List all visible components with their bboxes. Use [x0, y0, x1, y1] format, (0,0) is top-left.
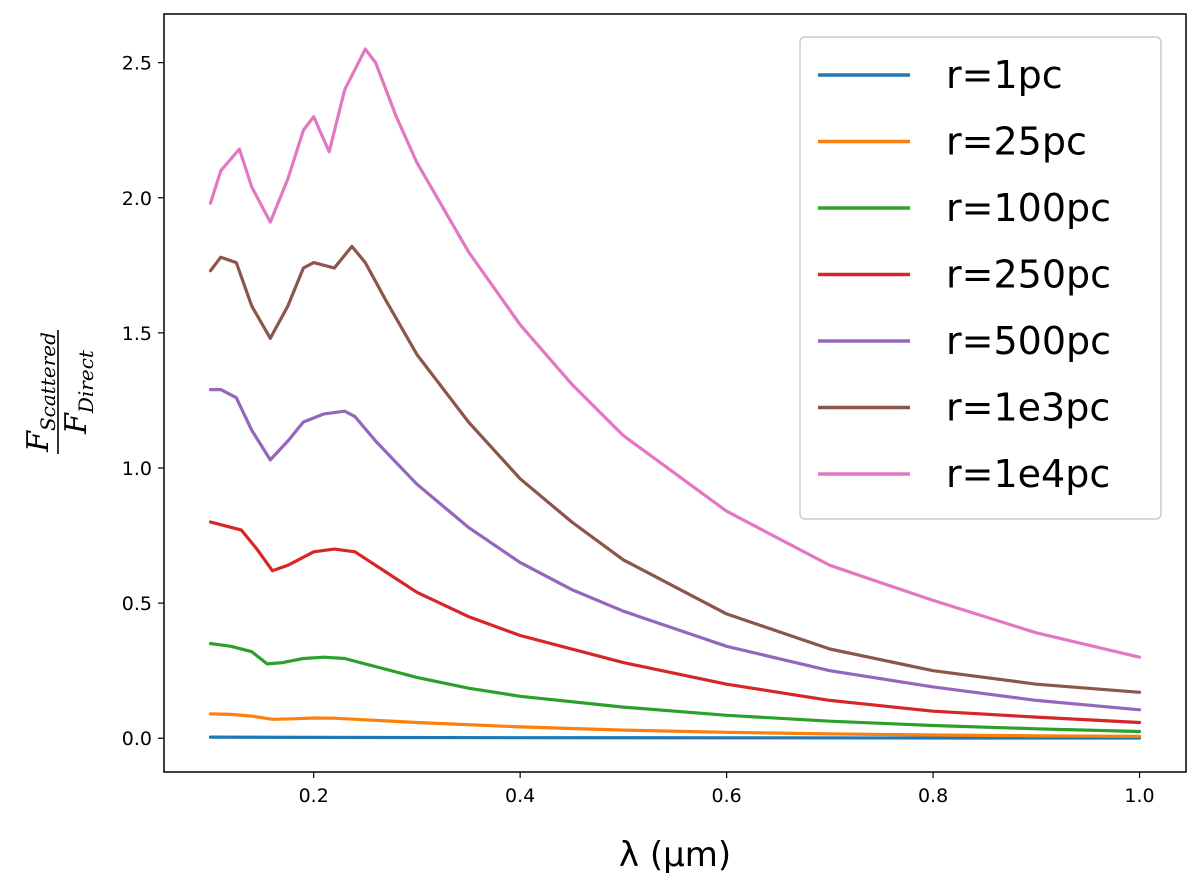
legend-label-1: r=25pc	[946, 120, 1087, 164]
y-tick-label: 2.5	[122, 53, 152, 75]
y-tick-label: 0.5	[122, 593, 152, 615]
legend-label-6: r=1e4pc	[946, 452, 1110, 496]
series-line-0	[208, 735, 1142, 740]
legend-label-4: r=500pc	[946, 319, 1111, 363]
y-label-numerator: F	[21, 430, 56, 453]
y-tick-label: 0.0	[122, 728, 152, 750]
legend-label-5: r=1e3pc	[946, 386, 1110, 430]
legend-box	[799, 36, 1162, 520]
y-axis: 0.0 0.5 1.0 1.5 2.0 2.5	[122, 53, 164, 750]
series-line-2	[208, 642, 1142, 734]
svg-text:FDirect: FDirect	[59, 349, 98, 435]
legend-items: r=1pc r=25pc r=100pc r=250pc r=500pc r=1e3pc r…	[818, 53, 1111, 496]
y-tick-label: 1.0	[122, 458, 152, 480]
x-tick-label: 1.0	[1124, 785, 1154, 807]
x-axis-label: λ (μm)	[619, 835, 731, 875]
legend-label-3: r=250pc	[946, 253, 1111, 297]
series-line-5	[208, 244, 1142, 694]
y-label-denominator-sub: Direct	[74, 349, 98, 414]
legend: r=1pc r=25pc r=100pc r=250pc r=500pc r=1e3pc r…	[799, 36, 1162, 520]
plot-frame	[163, 13, 1187, 773]
x-tick-label: 0.8	[918, 785, 948, 807]
series-line-1	[208, 712, 1142, 738]
y-axis-label: FScattered FDirect	[21, 330, 98, 454]
x-tick-label: 0.4	[505, 785, 535, 807]
series-line-6	[208, 47, 1142, 659]
y-tick-label: 1.5	[122, 323, 152, 345]
series-layer	[208, 47, 1142, 740]
y-label-numerator-sub: Scattered	[36, 332, 60, 431]
legend-label-0: r=1pc	[946, 53, 1063, 97]
y-tick-label: 2.0	[122, 188, 152, 210]
y-label-denominator: F	[59, 412, 94, 435]
svg-text:FScattered: FScattered	[21, 332, 60, 453]
x-axis: 0.2 0.4 0.6 0.8 1.0	[299, 772, 1155, 807]
x-tick-label: 0.2	[299, 785, 329, 807]
x-tick-label: 0.6	[712, 785, 742, 807]
legend-label-2: r=100pc	[946, 186, 1111, 230]
series-line-3	[208, 520, 1142, 725]
series-line-4	[208, 388, 1142, 712]
